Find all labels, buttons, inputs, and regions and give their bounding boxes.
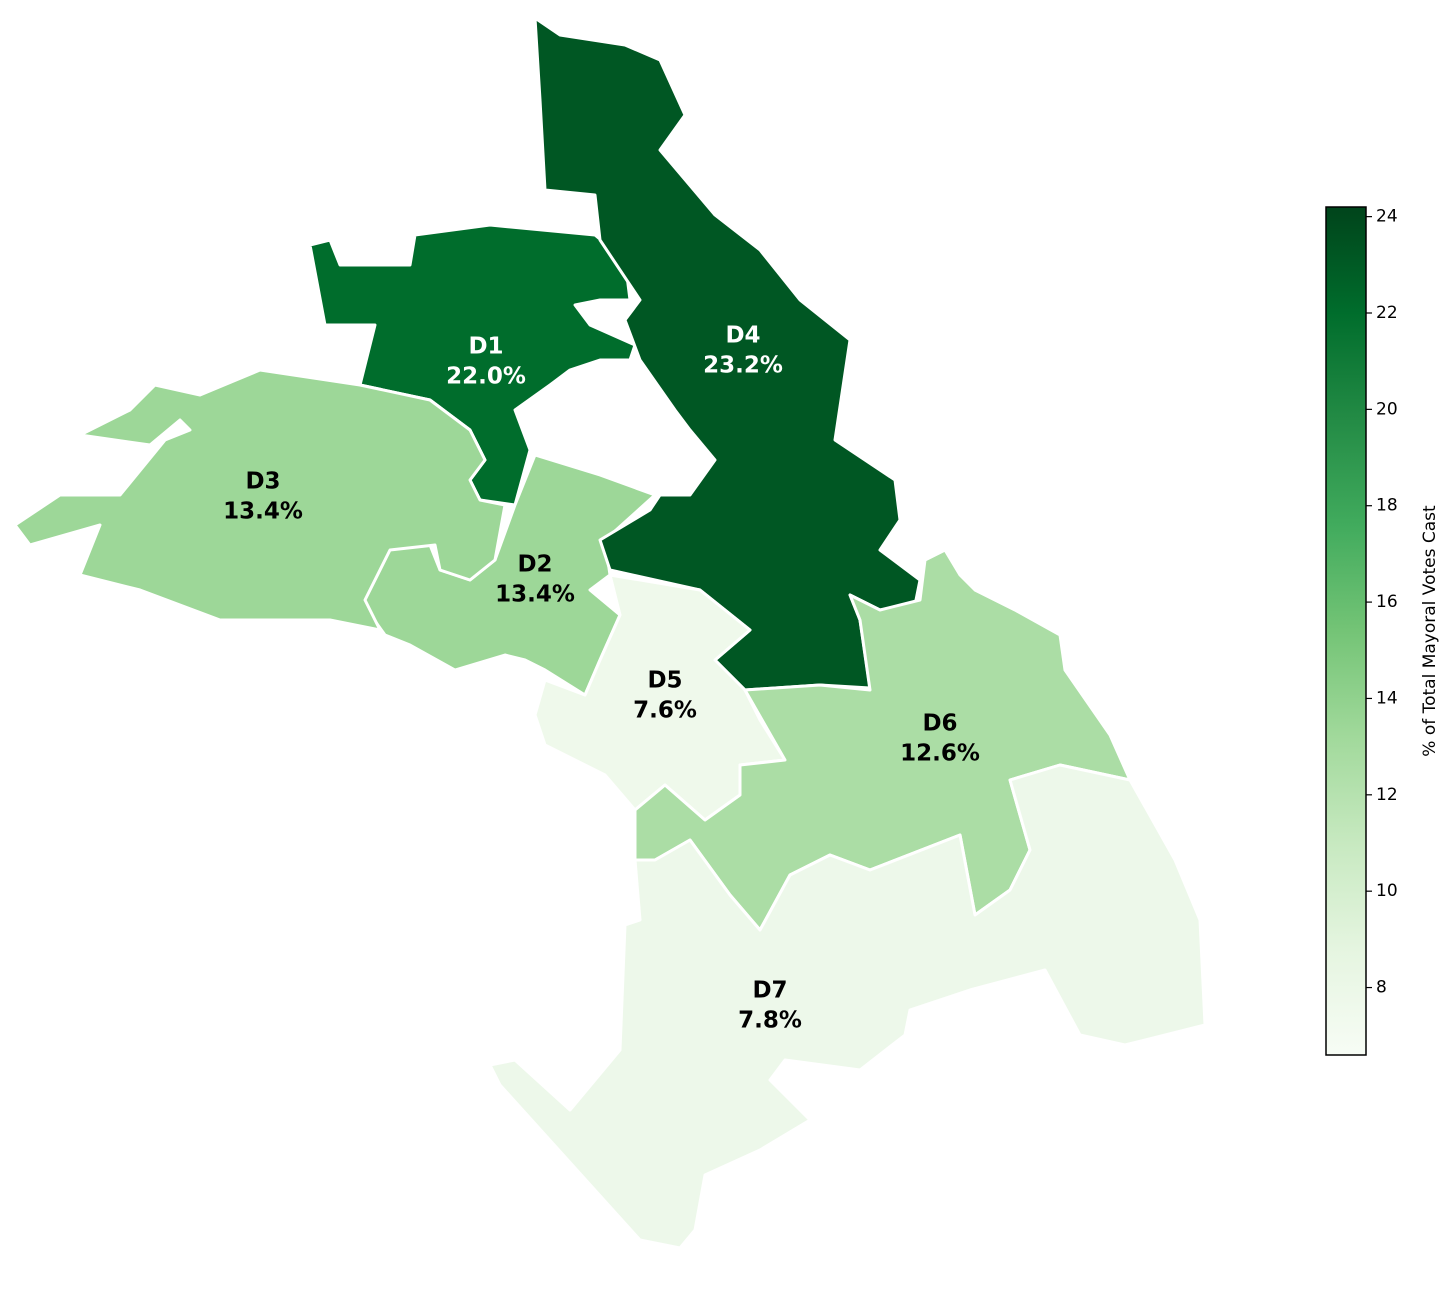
region-labels: D1 22.0% D2 13.4% D3 13.4% D4 23.2% D5 7.6% D6 12.6… xyxy=(223,323,980,1034)
colorbar-label: % of Total Mayoral Votes Cast xyxy=(1420,505,1440,757)
district-value-label: 7.8% xyxy=(738,1008,802,1034)
colorbar-tick-label: 8 xyxy=(1376,978,1387,998)
colorbar-tick-label: 20 xyxy=(1376,399,1398,419)
district-name: D3 xyxy=(245,469,280,495)
colorbar-tick-label: 22 xyxy=(1376,303,1398,323)
district-name: D4 xyxy=(725,323,760,349)
colorbar-gradient xyxy=(1325,206,1367,1056)
regions xyxy=(13,16,1207,1250)
colorbar-tick-label: 24 xyxy=(1376,207,1398,227)
colorbar-tick-label: 14 xyxy=(1376,688,1398,708)
district-value-label: 13.4% xyxy=(495,582,575,608)
district-name: D5 xyxy=(647,668,682,694)
district xyxy=(488,763,1207,1250)
district-value-label: 12.6% xyxy=(900,741,980,767)
colorbar-tick-label: 18 xyxy=(1376,496,1398,516)
district-name: D6 xyxy=(922,711,957,737)
colorbar-tick-label: 16 xyxy=(1376,592,1398,612)
district-value-label: 13.4% xyxy=(223,499,303,525)
district-value-label: 22.0% xyxy=(446,364,526,390)
district xyxy=(13,368,507,632)
district-name: D1 xyxy=(468,334,503,360)
district-name: D2 xyxy=(517,552,552,578)
district-value-label: 23.2% xyxy=(703,353,783,379)
colorbar-tick-label: 12 xyxy=(1376,785,1398,805)
district-name: D7 xyxy=(752,978,787,1004)
district-value-label: 7.6% xyxy=(633,698,697,724)
colorbar: 8 10 12 14 16 18 20 22 24 % of Total Mayoral Vote… xyxy=(1325,206,1440,1056)
colorbar-tick-label: 10 xyxy=(1376,881,1398,901)
